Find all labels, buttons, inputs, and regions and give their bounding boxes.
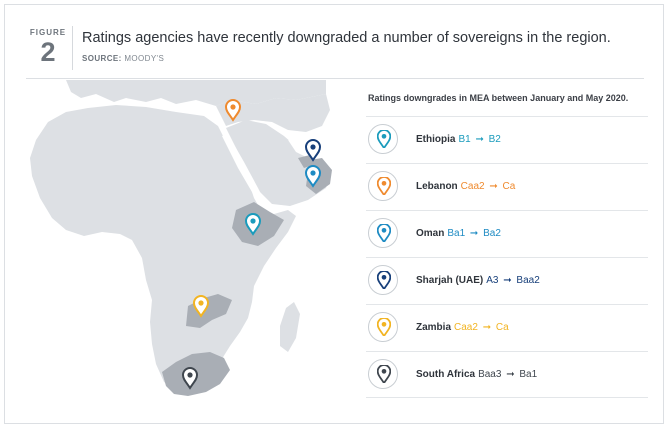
legend-row-ethiopia: Ethiopia B1 ➞ B2	[366, 116, 648, 163]
arrow-icon: ➞	[506, 369, 515, 380]
rating-from: Baa3	[478, 369, 502, 380]
pin-icon	[377, 365, 391, 383]
lebanon-pin-icon	[224, 99, 242, 122]
legend-row-zambia: Zambia Caa2 ➞ Ca	[366, 304, 648, 351]
legend-title: Ratings downgrades in MEA between Januar…	[368, 93, 629, 103]
pin-icon	[377, 130, 391, 148]
africa-landmass	[30, 105, 296, 390]
arrow-icon: ➞	[482, 322, 492, 333]
country-name: Oman	[416, 228, 445, 239]
zambia-pin-icon	[192, 295, 210, 318]
rating-from: A3	[486, 275, 499, 286]
legend-row-oman: Oman Ba1 ➞ Ba2	[366, 210, 648, 257]
header-divider	[26, 78, 644, 79]
africa-middle-east-map	[30, 80, 332, 396]
country-name: Ethiopia	[416, 134, 456, 145]
lebanon-pin-badge	[368, 171, 398, 201]
country-name: Zambia	[416, 322, 452, 333]
country-name: South Africa	[416, 369, 476, 380]
arrow-icon: ➞	[489, 181, 498, 192]
pin-icon	[377, 177, 391, 195]
south-africa-pin-badge	[368, 359, 398, 389]
rating-from: Caa2	[454, 322, 478, 333]
zambia-pin-badge	[368, 312, 398, 342]
sharjah-pin-icon	[304, 139, 322, 162]
pin-icon	[377, 224, 391, 242]
oman-pin-icon	[304, 165, 322, 188]
figure-number: 2	[40, 37, 56, 67]
figure-source: SOURCE: MOODY'S	[82, 54, 164, 63]
source-value: MOODY'S	[124, 54, 165, 63]
arabian-peninsula	[226, 120, 331, 206]
country-name: Sharjah (UAE)	[416, 275, 484, 286]
country-name: Lebanon	[416, 181, 458, 192]
rating-from: Ba1	[447, 228, 466, 239]
rating-from: Caa2	[460, 181, 485, 192]
figure-divider	[72, 26, 73, 70]
rating-to: Ba1	[519, 369, 538, 380]
europe-landmass	[66, 80, 326, 106]
legend-row-lebanon: Lebanon Caa2 ➞ Ca	[366, 163, 648, 210]
pin-icon	[377, 318, 391, 336]
rating-to: Ba2	[483, 228, 501, 239]
ethiopia-pin-icon	[244, 213, 262, 236]
arrow-icon: ➞	[475, 134, 484, 145]
figure-label: FIGURE	[29, 28, 67, 37]
rating-to: Ca	[495, 322, 509, 333]
rating-to: Baa2	[516, 275, 540, 286]
legend-row-south-africa: South Africa Baa3 ➞ Ba1	[366, 351, 648, 398]
ethiopia-pin-badge	[368, 124, 398, 154]
levant	[216, 94, 330, 132]
arrow-icon: ➞	[469, 228, 479, 239]
sharjah-pin-badge	[368, 265, 398, 295]
figure-title: Ratings agencies have recently downgrade…	[82, 30, 611, 46]
oman-pin-badge	[368, 218, 398, 248]
south-africa-pin-icon	[181, 367, 199, 390]
ratings-legend: Ethiopia B1 ➞ B2 Lebanon Caa2 ➞ Ca Oman Ba1…	[366, 116, 648, 398]
arrow-icon: ➞	[503, 275, 512, 286]
source-label: SOURCE:	[82, 54, 122, 63]
madagascar	[280, 302, 300, 352]
rating-from: B1	[458, 134, 471, 145]
rating-to: B2	[488, 134, 501, 145]
legend-row-sharjah: Sharjah (UAE) A3 ➞ Baa2	[366, 257, 648, 304]
pin-icon	[377, 271, 391, 289]
red-sea	[222, 134, 266, 206]
rating-to: Ca	[502, 181, 516, 192]
